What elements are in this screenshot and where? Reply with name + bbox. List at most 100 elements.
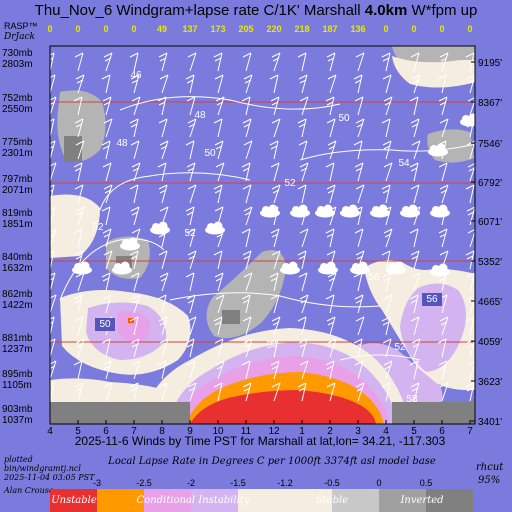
legend-tick: -2.5 [136, 478, 152, 488]
wind-barb [187, 382, 197, 402]
cloud-symbols [72, 113, 475, 277]
wind-speed-label: 50 [204, 148, 216, 159]
legend-band [426, 489, 473, 512]
wind-barb [243, 272, 253, 292]
wind-barb [410, 52, 420, 72]
cloud-symbol [260, 204, 280, 218]
wind-barb [186, 360, 196, 380]
wind-barb [409, 294, 419, 314]
legend-band [379, 489, 426, 512]
wind-barb [354, 228, 364, 248]
wind-barb [50, 140, 56, 160]
wind-barb [102, 228, 112, 248]
wstar-value: 0 [383, 24, 388, 34]
wind-barb [271, 250, 281, 270]
cloud-symbol [400, 204, 420, 218]
wind-barb [354, 96, 364, 116]
cream-region-left [50, 194, 100, 258]
wind-barb [465, 316, 475, 336]
x-axis-label: 2025-11-6 Winds by Time PST for Marshall… [75, 434, 446, 448]
x-tick-label: 5 [75, 426, 81, 437]
wind-barb [131, 294, 141, 314]
wind-barb [130, 272, 140, 292]
wind-barb [381, 184, 391, 204]
wind-barb [74, 184, 84, 204]
level-mb-label: 730mb [2, 48, 33, 59]
wind-barb [73, 228, 83, 248]
wind-barb [131, 96, 141, 116]
wind-barb [242, 316, 252, 336]
wind-barb [298, 338, 308, 358]
wind-barb [299, 162, 309, 182]
wind-barb [354, 294, 364, 314]
wind-barb [102, 162, 112, 182]
wind-barb [74, 316, 84, 336]
cloud-symbol [430, 263, 450, 277]
wind-barb [410, 118, 420, 138]
rhcut-label: rhcut [476, 462, 504, 473]
wind-barb [299, 228, 309, 248]
wind-barb [381, 250, 391, 270]
lapse-rate-legend: -3 -2.5 -2 -1.5 -1.2 -0.5 0 0.5 Unstable Conditio… [50, 478, 473, 512]
wind-barb [215, 360, 225, 380]
wind-barb [381, 52, 391, 72]
wind-barb [241, 162, 251, 182]
wind-barb [214, 338, 224, 358]
right-feet-label: 6792' [478, 178, 502, 189]
legend-band [50, 489, 97, 512]
wind-barb [326, 382, 336, 402]
wind-barb [298, 140, 308, 160]
contour-lines [59, 96, 475, 361]
level-m-label: 1037m [2, 415, 33, 426]
x-tick-label: 7 [131, 426, 137, 437]
wind-barb [50, 360, 57, 380]
cloud-symbol [205, 221, 225, 235]
wstar-value: 205 [238, 24, 253, 34]
wind-barb [353, 140, 363, 160]
wstar-value: 0 [131, 24, 136, 34]
cloud-symbol [428, 143, 448, 157]
logo-drjack: DrJack [3, 32, 35, 42]
wstar-value: 136 [350, 24, 365, 34]
cloud-symbol [150, 221, 170, 235]
cream-region-right-top [392, 56, 475, 88]
wind-barb [325, 360, 335, 380]
wind-barb [101, 206, 111, 226]
wstar-value: 0 [103, 24, 108, 34]
wind-barb [103, 184, 113, 204]
wind-barb [185, 206, 195, 226]
wind-barb [327, 74, 337, 94]
wind-barb [465, 184, 475, 204]
wind-speed-label: 56 [426, 294, 438, 305]
wind-barb [439, 118, 449, 138]
wind-barb [355, 184, 365, 204]
wind-barb [410, 382, 420, 402]
wind-speed-label: 56 [368, 272, 380, 283]
level-m-label: 2301m [2, 148, 33, 159]
wind-barb [439, 382, 449, 402]
x-tick-label: 5 [411, 426, 417, 437]
wind-barb [382, 74, 392, 94]
wind-barb [325, 162, 335, 182]
legend-band [97, 489, 144, 512]
wind-speed-label: 58 [406, 394, 418, 405]
x-tick-label: 1 [299, 426, 305, 437]
dark-cloud-center [222, 310, 240, 324]
wind-speed-label: 54 [266, 340, 278, 351]
cloud-symbol [290, 204, 310, 218]
wind-barb [242, 52, 252, 72]
wind-barb [269, 272, 279, 292]
wind-barb [73, 96, 83, 116]
wstar-value: 49 [157, 24, 167, 34]
wind-barb [101, 272, 111, 292]
level-m-label: 1851m [2, 219, 33, 230]
cloud-symbol [340, 204, 360, 218]
wind-barb [50, 206, 56, 226]
right-feet-label: 5352' [478, 257, 502, 268]
wind-barb [410, 184, 420, 204]
wind-barb [158, 316, 168, 336]
wind-speed-label: 52 [184, 228, 196, 239]
wind-barb [159, 74, 169, 94]
cloud-symbol [315, 204, 335, 218]
